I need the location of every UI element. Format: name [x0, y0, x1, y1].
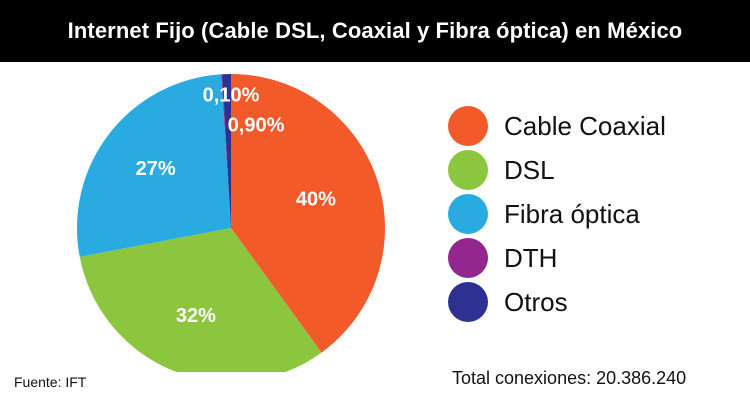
source-note: Fuente: IFT [14, 374, 87, 390]
legend-label: Otros [504, 286, 568, 317]
pie-slice-cable-coaxial [231, 74, 386, 353]
total-connections: Total conexiones: 20.386.240 [452, 368, 687, 388]
legend-item-cable-coaxial: Cable Coaxial [448, 104, 666, 148]
legend-swatch [448, 282, 488, 322]
legend-item-dsl: DSL [448, 148, 666, 192]
legend-swatch [448, 194, 488, 234]
slice-label-dsl: 32% [176, 305, 216, 327]
pie-slice-fibra-optica [77, 74, 232, 257]
slice-label-fibra-optica: 27% [136, 158, 176, 180]
pie-slices [77, 74, 386, 372]
legend-label: Cable Coaxial [504, 110, 666, 141]
slice-label-dth: 0,10% [203, 84, 260, 106]
legend-item-dth: DTH [448, 236, 666, 280]
legend-item-otros: Otros [448, 280, 666, 324]
legend-swatch [448, 106, 488, 146]
legend-label: DSL [504, 154, 555, 185]
pie-slice-dsl [79, 228, 322, 372]
chart-title: Internet Fijo (Cable DSL, Coaxial y Fibr… [0, 0, 750, 62]
pie-slice-otros [222, 74, 231, 228]
legend-swatch [448, 150, 488, 190]
legend-label: Fibra óptica [504, 198, 640, 229]
legend-swatch [448, 238, 488, 278]
slice-label-cable-coaxial: 40% [296, 189, 336, 211]
pie-labels: 40% 32% 27% 0,10% 0,90% [136, 84, 337, 327]
legend-label: DTH [504, 242, 558, 273]
pie-slice-dth [221, 74, 231, 228]
pie-chart: 40% 32% 27% 0,10% 0,90% [77, 74, 386, 372]
slice-label-otros: 0,90% [228, 114, 285, 136]
legend: Cable Coaxial DSL Fibra óptica DTH Otros [448, 104, 666, 324]
legend-item-fibra-optica: Fibra óptica [448, 192, 666, 236]
